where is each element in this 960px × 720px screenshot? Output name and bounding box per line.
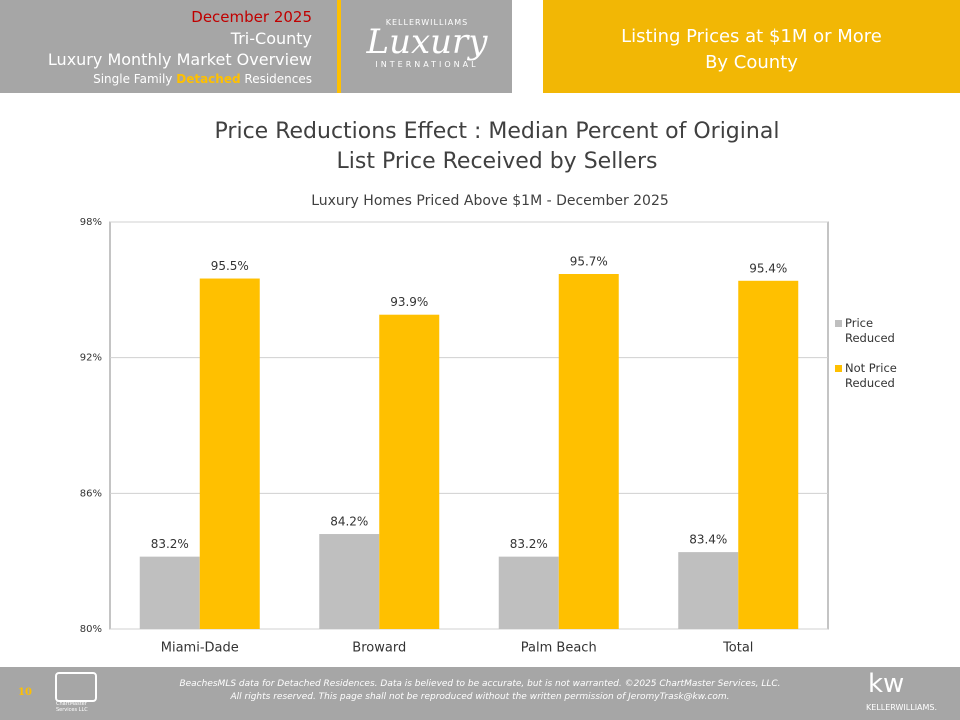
data-label: 95.7%	[570, 255, 608, 269]
legend-swatch	[835, 365, 842, 372]
logo-top: KELLERWILLIAMS	[385, 18, 469, 27]
x-tick-label: Total	[722, 641, 753, 656]
notice: BeachesMLS data for Detached Residences.…	[100, 678, 860, 704]
segment: Single Family Detached Residences	[93, 72, 312, 86]
legend-label: Price Reduced	[845, 316, 895, 345]
data-label: 83.2%	[151, 537, 189, 551]
y-tick-label: 80%	[80, 624, 102, 635]
notice-line: BeachesMLS data for Detached Residences.…	[179, 679, 781, 689]
logo-main: Luxury	[366, 22, 488, 62]
page-number: 10	[18, 687, 32, 698]
topic: Listing Prices at $1M or More By County	[543, 0, 960, 93]
bar	[498, 556, 559, 629]
chart-subtitle: Luxury Homes Priced Above $1M - December…	[311, 193, 669, 209]
logo: KELLERWILLIAMS Luxury INTERNATIONAL	[322, 0, 512, 93]
bar	[199, 278, 260, 629]
logo-bottom: INTERNATIONAL	[375, 60, 479, 69]
segment-highlight: Detached	[176, 72, 241, 86]
data-label: 83.4%	[689, 533, 727, 547]
region: Tri-County	[230, 29, 312, 48]
footer-logo-icon	[55, 672, 97, 702]
y-tick-label: 86%	[80, 488, 102, 499]
header-info: December 2025 Tri-County Luxury Monthly …	[0, 0, 322, 93]
bar	[678, 552, 739, 629]
notice-line: All rights reserved. This page shall not…	[230, 692, 730, 702]
bar	[319, 534, 380, 629]
chart: Price Reductions Effect : Median Percent…	[80, 119, 829, 656]
y-tick-label: 98%	[80, 217, 102, 228]
data-label: 95.5%	[211, 259, 249, 273]
footer-logo-line: ChartMaster	[56, 701, 87, 707]
chart-title: List Price Received by Sellers	[337, 149, 658, 174]
x-tick-label: Broward	[352, 641, 406, 656]
legend-label: Not Price Reduced	[845, 361, 897, 390]
bar	[379, 314, 440, 629]
divider	[337, 0, 341, 93]
chart-title: Price Reductions Effect : Median Percent…	[215, 119, 780, 144]
topic-line: Listing Prices at $1M or More	[621, 26, 882, 47]
x-tick-label: Palm Beach	[521, 641, 597, 656]
date: December 2025	[191, 8, 312, 26]
x-tick-label: Miami-Dade	[161, 641, 239, 656]
segment-text: Single Family	[93, 72, 173, 86]
data-label: 83.2%	[510, 537, 548, 551]
data-label: 95.4%	[749, 261, 787, 275]
bar	[139, 556, 200, 629]
bar	[558, 274, 619, 629]
data-label: 84.2%	[330, 515, 368, 529]
footer: 10 ChartMaster Services LLC BeachesMLS d…	[0, 667, 960, 720]
topic-line: By County	[705, 52, 798, 73]
brand-name: KELLERWILLIAMS.	[866, 703, 938, 712]
legend-swatch	[835, 320, 842, 327]
brand-mark: kw	[868, 669, 905, 699]
footer-logo-text: ChartMaster Services LLC	[56, 701, 88, 713]
segment-text: Residences	[244, 72, 312, 86]
bar	[738, 280, 799, 629]
data-label: 93.9%	[390, 295, 428, 309]
footer-logo-line: Services LLC	[56, 707, 88, 713]
report: Luxury Monthly Market Overview	[47, 50, 312, 69]
y-tick-label: 92%	[80, 353, 102, 364]
